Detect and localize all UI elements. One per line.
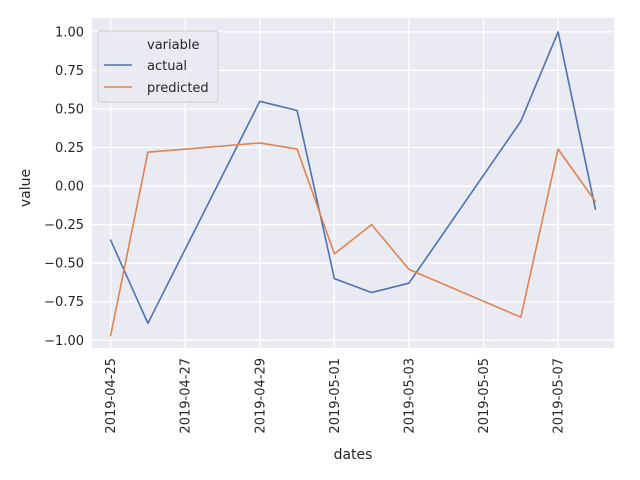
x-tick-label: 2019-04-29	[253, 358, 268, 434]
x-tick-label: 2019-05-05	[477, 358, 492, 434]
legend-label-predicted: predicted	[147, 81, 209, 96]
series-line-actual	[109, 31, 597, 325]
series-line-predicted	[109, 142, 597, 337]
y-tick-label: −0.50	[44, 257, 84, 272]
series-lines	[109, 31, 597, 337]
y-tick-label: −0.25	[44, 218, 84, 233]
y-axis-label: value	[18, 169, 34, 207]
legend-label-actual: actual	[147, 59, 187, 74]
y-tick-label: 0.00	[55, 180, 84, 195]
x-tick-label: 2019-05-07	[552, 358, 567, 434]
y-tick-label: −1.00	[44, 334, 84, 349]
y-tick-labels: −1.00 −0.75 −0.50 −0.25 0.00 0.25 0.50 0.75 1.00	[44, 25, 84, 348]
x-tick-label: 2019-04-25	[104, 358, 119, 434]
y-tick-label: −0.75	[44, 295, 84, 310]
legend-title: variable	[147, 38, 199, 53]
x-tick-label: 2019-04-27	[179, 358, 194, 434]
x-tick-label: 2019-05-01	[328, 358, 343, 434]
legend-box	[97, 30, 219, 103]
x-tick-labels: 2019-04-25 2019-04-27 2019-04-29 2019-05-01…	[104, 358, 566, 434]
x-tick-label: 2019-05-03	[402, 358, 417, 434]
legend: variable actual predicted	[97, 30, 219, 103]
y-tick-label: 0.25	[55, 141, 84, 156]
x-axis-label: dates	[334, 447, 373, 463]
y-tick-label: 0.75	[55, 64, 84, 79]
y-tick-label: 1.00	[55, 25, 84, 40]
y-tick-label: 0.50	[55, 102, 84, 117]
